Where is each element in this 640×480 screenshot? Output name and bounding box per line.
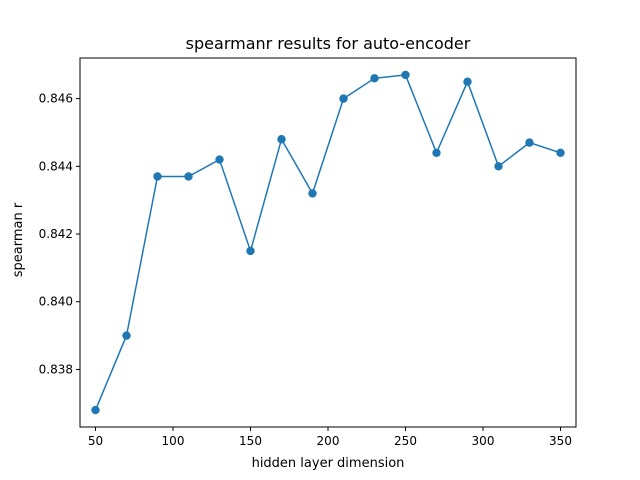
x-tick-label: 100 xyxy=(162,434,185,448)
x-tick-label: 300 xyxy=(472,434,495,448)
data-point xyxy=(401,70,410,80)
y-tick-label: 0.842 xyxy=(39,227,73,241)
x-axis-label: hidden layer dimension xyxy=(252,456,405,471)
data-point xyxy=(463,77,472,86)
axis-ticks: 50 100 150 200 250 300 350 0.838 0.840 0.842 0.844… xyxy=(39,92,572,448)
x-tick-label: 250 xyxy=(394,434,417,448)
data-point xyxy=(122,331,131,340)
data-point xyxy=(308,189,317,198)
x-tick-label: 200 xyxy=(317,434,340,448)
y-axis-label: spearman r xyxy=(11,202,26,277)
y-tick-label: 0.840 xyxy=(39,295,73,309)
y-tick-label: 0.846 xyxy=(39,92,73,106)
y-tick-label: 0.844 xyxy=(39,159,73,173)
y-tick-label: 0.838 xyxy=(39,362,73,376)
data-point xyxy=(494,162,503,171)
data-point xyxy=(339,94,348,103)
data-point xyxy=(370,74,379,83)
data-point xyxy=(246,246,255,256)
series-line xyxy=(94,74,561,411)
data-point xyxy=(556,148,565,157)
data-point xyxy=(184,172,193,181)
x-tick-label: 350 xyxy=(549,434,572,448)
data-point xyxy=(153,172,162,181)
x-tick-label: 150 xyxy=(239,434,262,448)
data-point xyxy=(432,148,441,157)
chart-title: spearmanr results for auto-encoder xyxy=(186,34,471,53)
x-tick-label: 50 xyxy=(88,434,103,448)
data-point xyxy=(277,135,286,144)
data-point xyxy=(215,155,224,164)
data-point xyxy=(91,405,100,415)
data-point xyxy=(525,138,534,147)
plot-frame xyxy=(79,57,577,428)
series-line-group xyxy=(91,70,565,415)
